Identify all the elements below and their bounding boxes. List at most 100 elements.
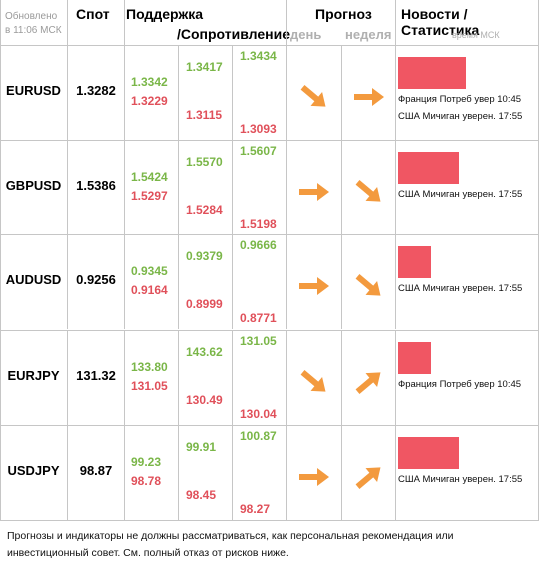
column-divider — [178, 426, 179, 520]
news-item: США Мичиган уверен. 17:55 — [398, 474, 523, 485]
resistance-level-3: 0.8771 — [240, 311, 277, 325]
day-header: день — [290, 27, 322, 42]
column-divider — [67, 426, 68, 520]
column-divider — [395, 235, 396, 329]
arrow-down-right-icon — [297, 85, 331, 109]
news-item: США Мичиган уверен. 17:55 — [398, 111, 523, 122]
support-level-2: 143.62 — [186, 345, 223, 359]
column-divider — [232, 141, 233, 235]
table-row: GBPUSD 1.5386 1.5424 1.5297 1.5570 1.5284 1.56… — [0, 140, 539, 235]
spot-price: 1.5386 — [76, 178, 116, 193]
arrow-up-right-icon — [352, 465, 386, 489]
support-level-1: 1.3342 — [131, 75, 168, 89]
disclaimer-text: Прогнозы и индикаторы не должны рассматр… — [7, 530, 454, 559]
week-header: неделя — [345, 27, 392, 42]
arrow-right-icon — [297, 180, 331, 204]
column-divider — [232, 426, 233, 520]
disclaimer-footer: Прогнозы и индикаторы не должны рассматр… — [0, 520, 539, 567]
news-time-label: время МСК — [452, 30, 500, 40]
column-divider — [341, 331, 342, 425]
symbol-label: USDJPY — [7, 463, 60, 478]
resistance-level-2: 1.3115 — [186, 108, 223, 122]
news-importance-bar — [398, 57, 466, 89]
column-divider — [286, 46, 287, 140]
symbol-label: EURJPY — [7, 368, 60, 383]
column-divider — [395, 141, 396, 235]
news-item: США Мичиган уверен. 17:55 — [398, 189, 523, 200]
table-header: Обновлено в 11:06 МСК Спот Поддержка /Со… — [0, 0, 539, 45]
support-level-2: 99.91 — [186, 440, 217, 454]
support-level-3: 100.87 — [240, 429, 277, 443]
column-divider — [178, 235, 179, 329]
news-header: Новости / Статистика — [401, 6, 480, 38]
support-header: Поддержка — [126, 6, 204, 22]
arrow-up-right-icon — [352, 370, 386, 394]
symbol-label: GBPUSD — [5, 178, 62, 193]
resistance-level-3: 1.3093 — [240, 122, 277, 136]
updated-line1: Обновлено — [5, 11, 58, 22]
news-importance-bar — [398, 437, 459, 469]
news-item: США Мичиган уверен. 17:55 — [398, 283, 523, 294]
header-divider — [286, 0, 287, 45]
support-level-1: 133.80 — [131, 360, 168, 374]
news-item: Франция Потреб увер 10:45 — [398, 94, 522, 105]
arrow-down-right-icon — [297, 370, 331, 394]
resistance-level-2: 130.49 — [186, 393, 223, 407]
support-level-3: 1.3434 — [240, 49, 277, 63]
spot-price: 131.32 — [76, 368, 116, 383]
resistance-level-1: 0.9164 — [131, 283, 168, 297]
news-importance-bar — [398, 246, 431, 278]
spot-price: 0.9256 — [76, 272, 116, 287]
column-divider — [178, 331, 179, 425]
column-divider — [341, 235, 342, 329]
column-divider — [232, 331, 233, 425]
resistance-level-1: 1.3229 — [131, 94, 168, 108]
support-level-1: 99.23 — [131, 455, 162, 469]
support-level-2: 0.9379 — [186, 249, 223, 263]
column-divider — [67, 141, 68, 235]
resistance-level-1: 1.5297 — [131, 189, 168, 203]
table-row: USDJPY 98.87 99.23 98.78 99.91 98.45 100.87 98.… — [0, 425, 539, 520]
header-divider — [395, 0, 396, 45]
arrow-right-icon — [297, 274, 331, 298]
spot-header: Спот — [76, 6, 110, 22]
symbol-label: AUDUSD — [5, 272, 62, 287]
column-divider — [124, 426, 125, 520]
resistance-level-1: 98.78 — [131, 474, 162, 488]
arrow-right-icon — [297, 465, 331, 489]
support-level-3: 0.9666 — [240, 238, 277, 252]
resistance-level-2: 1.5284 — [186, 203, 223, 217]
column-divider — [232, 46, 233, 140]
forecast-header: Прогноз — [315, 6, 372, 22]
arrow-down-right-icon — [352, 180, 386, 204]
header-divider — [124, 0, 125, 45]
symbol-label: EURUSD — [6, 83, 61, 98]
table-row: EURUSD 1.3282 1.3342 1.3229 1.3417 1.3115 1.34… — [0, 45, 539, 140]
resistance-header: /Сопротивление — [177, 26, 290, 42]
table-row: EURJPY 131.32 133.80 131.05 143.62 130.49 131.… — [0, 330, 539, 425]
news-item: Франция Потреб увер 10:45 — [398, 379, 522, 390]
column-divider — [67, 331, 68, 425]
support-level-2: 1.3417 — [186, 60, 223, 74]
support-level-1: 0.9345 — [131, 264, 168, 278]
header-divider — [67, 0, 68, 45]
column-divider — [124, 331, 125, 425]
support-level-3: 1.5607 — [240, 144, 277, 158]
column-divider — [395, 46, 396, 140]
support-level-1: 1.5424 — [131, 170, 168, 184]
column-divider — [341, 46, 342, 140]
column-divider — [395, 331, 396, 425]
spot-price: 98.87 — [79, 463, 113, 478]
column-divider — [124, 141, 125, 235]
resistance-level-2: 0.8999 — [186, 297, 223, 311]
arrow-down-right-icon — [352, 274, 386, 298]
column-divider — [232, 235, 233, 329]
column-divider — [178, 46, 179, 140]
column-divider — [178, 141, 179, 235]
column-divider — [286, 331, 287, 425]
resistance-level-1: 131.05 — [131, 379, 168, 393]
column-divider — [124, 235, 125, 329]
column-divider — [67, 46, 68, 140]
column-divider — [341, 141, 342, 235]
